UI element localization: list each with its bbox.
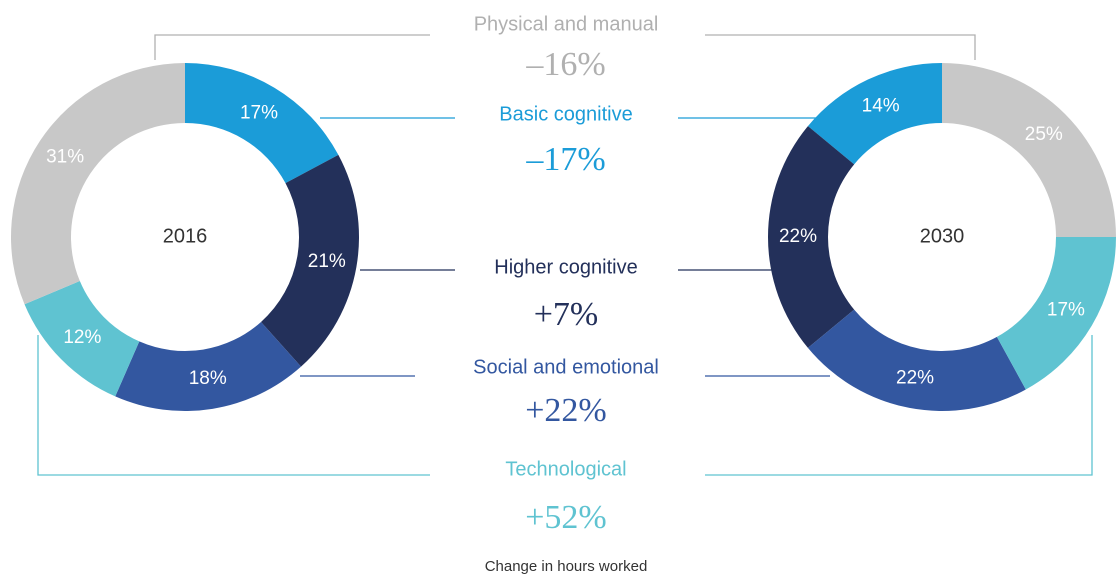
segment-label: 17% bbox=[240, 102, 278, 123]
change-value: –16% bbox=[525, 46, 605, 83]
segment-label: 31% bbox=[46, 146, 84, 167]
connector bbox=[37, 335, 430, 476]
segment-label: 25% bbox=[1025, 124, 1063, 145]
segment-label: 18% bbox=[189, 368, 227, 389]
donut-segment bbox=[115, 321, 302, 411]
change-value: +7% bbox=[534, 296, 599, 333]
category-name: Social and emotional bbox=[473, 356, 659, 378]
category-name: Basic cognitive bbox=[499, 103, 632, 125]
segment-label: 21% bbox=[308, 251, 346, 272]
category-name: Technological bbox=[505, 458, 626, 480]
connectors bbox=[37, 34, 1093, 476]
connector bbox=[705, 335, 1093, 476]
segment-label: 17% bbox=[1047, 299, 1085, 320]
segment-label: 14% bbox=[862, 96, 900, 117]
connector bbox=[705, 34, 976, 60]
connector bbox=[154, 34, 430, 60]
center-label: 2030 bbox=[920, 225, 965, 247]
note: Change in hours worked bbox=[485, 558, 648, 575]
change-value: –17% bbox=[525, 141, 605, 178]
category-name: Higher cognitive bbox=[494, 256, 637, 278]
segment-label: 22% bbox=[779, 226, 817, 247]
donut-segment bbox=[11, 63, 186, 305]
donut-segment bbox=[996, 237, 1116, 390]
donut-segment bbox=[807, 309, 1026, 411]
donut-segment bbox=[942, 63, 1116, 237]
donut-segment bbox=[24, 281, 140, 397]
segment-label: 22% bbox=[896, 367, 934, 388]
donut-segment bbox=[767, 126, 855, 348]
donut-segment bbox=[807, 63, 942, 165]
segment-label: 12% bbox=[63, 327, 101, 348]
change-value: +22% bbox=[525, 392, 607, 429]
category-name: Physical and manual bbox=[474, 13, 659, 35]
donut-segment bbox=[185, 63, 339, 184]
center-label: 2016 bbox=[163, 225, 208, 247]
change-value: +52% bbox=[525, 499, 607, 536]
donut-segment bbox=[261, 154, 360, 367]
